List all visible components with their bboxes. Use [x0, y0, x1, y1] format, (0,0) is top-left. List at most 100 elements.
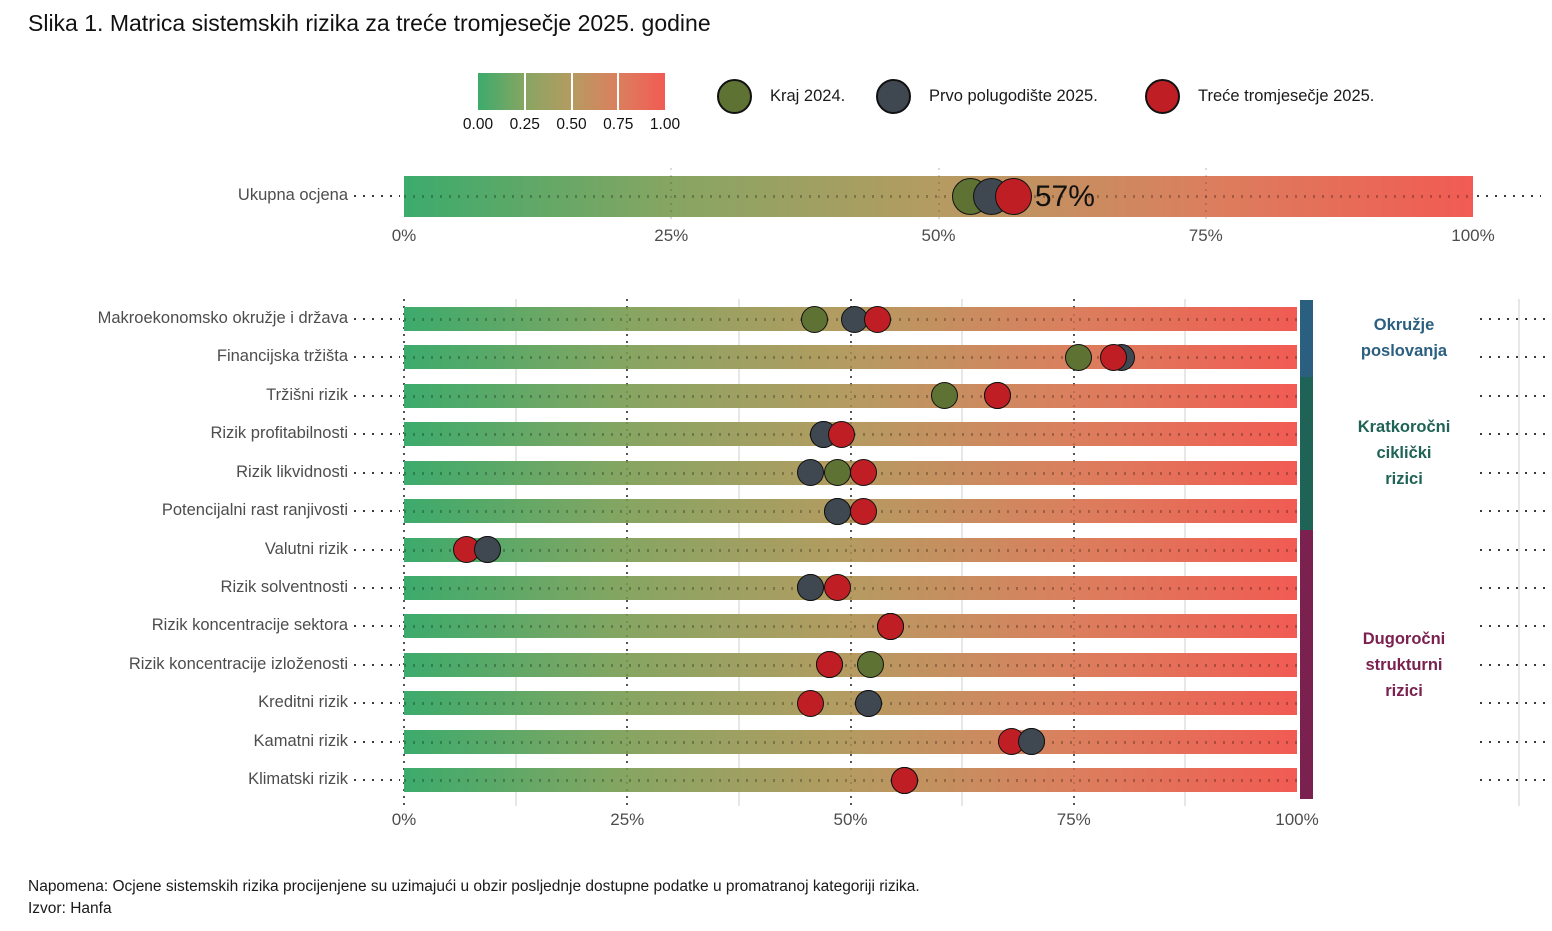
marker-prvo_polugodiste_2025: [1018, 728, 1046, 756]
row-left-leader: [354, 510, 400, 513]
row-label: Rizik likvidnosti: [236, 462, 348, 481]
legend-colorbar-ticklabel: 0.75: [603, 116, 634, 133]
legend-label-prvo_polugodiste_2025: Prvo polugodište 2025.: [929, 87, 1098, 105]
risk-bar-gridline: [626, 614, 629, 639]
risk-bar: [404, 768, 1297, 793]
risk-bar-gridline: [1072, 729, 1075, 754]
category-label-line: Dugoročni: [1362, 629, 1446, 648]
matrix-axis-tick: 25%: [610, 810, 645, 829]
risk-bar-dots: [404, 548, 1297, 552]
risk-bar: [404, 537, 1297, 562]
marker-trece_tromjesecje_2025: [453, 536, 480, 564]
row-left-leader: [354, 548, 400, 551]
category-label-category_kratkorocni: Kratkoročni ciklički rizici: [1330, 414, 1478, 492]
row-right-leader: [1480, 625, 1545, 628]
marker-kraj_2024: [1064, 343, 1092, 371]
row-right-leader: [1480, 318, 1545, 320]
risk-bar: [404, 614, 1297, 639]
risk-bar-gridline: [1072, 499, 1075, 524]
risk-bar-gridline: [849, 345, 852, 370]
risk-bar-gridline: [1072, 537, 1075, 562]
overall-gridline: [670, 168, 673, 224]
row-right-leader: [1480, 510, 1545, 513]
risk-bar-gridline: [849, 614, 852, 639]
category-label-line: poslovanja: [1360, 342, 1448, 361]
legend-colorbar-ticklabel: 0.25: [509, 116, 540, 133]
category-bar-category_okruzje: [1300, 299, 1313, 377]
overall-bar-dots: [404, 195, 1473, 198]
overall-row-label: Ukupna ocjena: [237, 186, 348, 204]
row-left-leader: [354, 356, 400, 359]
row-right-leader: [1480, 433, 1545, 436]
overall-axis-tick: 50%: [921, 226, 956, 245]
risk-bar-gridline: [626, 575, 629, 600]
row-right-leader: [1480, 356, 1545, 359]
row-right-leader: [1480, 471, 1545, 474]
overall-bar: [404, 175, 1473, 217]
risk-bar-gridline: [626, 729, 629, 754]
risk-bar-gridline: [1072, 307, 1075, 331]
row-label: Rizik profitabilnosti: [210, 424, 348, 443]
marker-trece_tromjesecje_2025: [890, 766, 918, 794]
legend-label-trece_tromjesecje_2025: Treće tromjesečje 2025.: [1198, 87, 1375, 105]
risk-bar-dots: [404, 356, 1297, 360]
row-left-leader: [354, 740, 400, 743]
risk-bar: [404, 383, 1297, 408]
risk-bar-gridline: [849, 691, 852, 716]
marker-trece_tromjesecje_2025: [877, 612, 905, 640]
risk-bar-gridline: [626, 499, 629, 524]
risk-bar-dots: [404, 740, 1297, 744]
risk-bar-gridline: [626, 768, 629, 793]
overall-right-leader: [1477, 195, 1541, 197]
risk-bar-gridline: [1072, 575, 1075, 600]
risk-bar-gridline: [626, 652, 629, 677]
overall-gridline: [937, 168, 940, 224]
risk-bar-dots: [404, 625, 1297, 629]
row-label: Tržišni rizik: [266, 385, 348, 404]
risk-bar: [404, 729, 1297, 754]
risk-bar-dots: [404, 702, 1297, 706]
marker-prvo_polugodiste_2025: [823, 497, 851, 525]
risk-bar-gridline: [849, 729, 852, 754]
row-right-leader: [1480, 740, 1545, 743]
risk-bar-gridline: [1072, 652, 1075, 677]
overall-axis-tick: 100%: [1451, 226, 1495, 245]
category-label-category_dugorocni: Dugoročni strukturni rizici: [1330, 626, 1478, 704]
risk-bar-gridline: [626, 383, 629, 408]
row-label: Rizik solventnosti: [220, 577, 348, 596]
legend-swatch-trece_tromjesecje_2025: [1144, 78, 1180, 114]
risk-bar-dots: [404, 663, 1297, 667]
overall-marker-trece_tromjesecje_2025: [994, 177, 1032, 215]
risk-bar-gridline: [626, 460, 629, 485]
row-left-leader: [354, 625, 400, 628]
marker-kraj_2024: [856, 651, 884, 679]
row-left-leader: [354, 663, 400, 666]
category-label-category_okruzje: Okružje poslovanja: [1330, 312, 1478, 364]
row-right-leader: [1480, 779, 1545, 782]
marker-trece_tromjesecje_2025: [850, 497, 878, 525]
risk-bar-gridline: [626, 422, 629, 447]
row-right-leader: [1480, 702, 1545, 705]
matrix-axis-tick: 100%: [1275, 810, 1319, 829]
risk-bar-gridline: [849, 537, 852, 562]
legend-colorbar-tick: [570, 73, 573, 110]
risk-bar-dots: [404, 394, 1297, 398]
row-label: Rizik koncentracije izloženosti: [128, 654, 348, 673]
category-bar-category_dugorocni: [1300, 530, 1313, 800]
category-label-line: strukturni: [1365, 655, 1443, 674]
legend-colorbar-tick: [523, 73, 526, 110]
marker-kraj_2024: [801, 305, 829, 333]
row-left-leader: [354, 318, 400, 320]
marker-kraj_2024: [930, 382, 958, 410]
row-left-leader: [354, 586, 400, 589]
marker-trece_tromjesecje_2025: [863, 305, 891, 333]
row-left-leader: [354, 394, 400, 397]
row-right-leader: [1480, 663, 1545, 666]
legend-swatch-prvo_polugodiste_2025: [875, 78, 911, 114]
figure-note: Napomena: Ocjene sistemskih rizika proci…: [28, 876, 920, 920]
marker-trece_tromjesecje_2025: [850, 459, 878, 487]
row-right-leader: [1480, 394, 1545, 397]
row-label: Financijska tržišta: [216, 347, 348, 366]
risk-bar-gridline: [1072, 383, 1075, 408]
